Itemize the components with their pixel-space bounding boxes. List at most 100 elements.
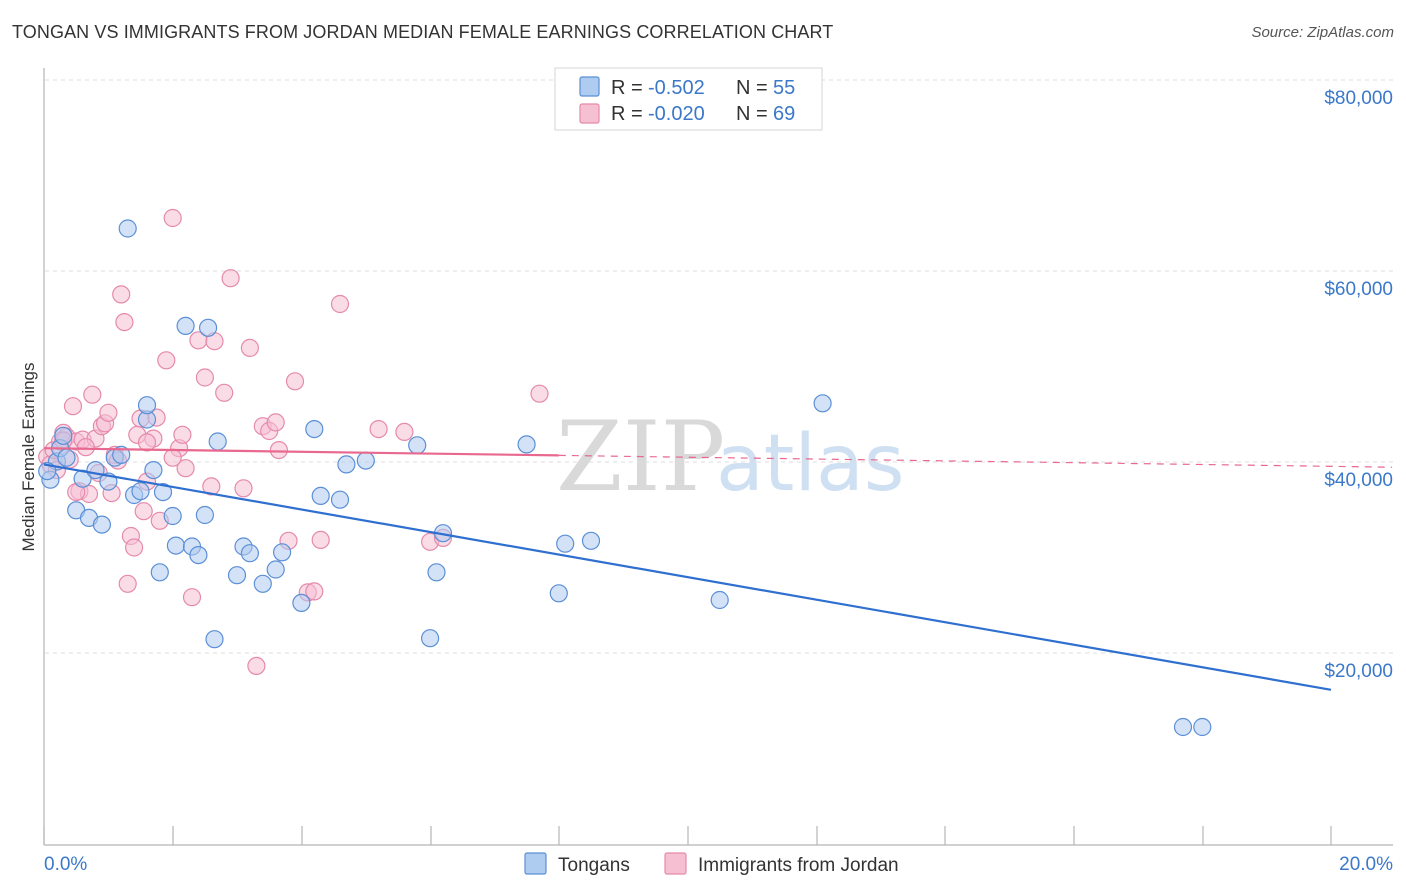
y-tick-label-20000: $20,000 bbox=[1324, 661, 1393, 682]
y-tick-label-80000: $80,000 bbox=[1324, 88, 1393, 109]
gridlines bbox=[45, 79, 1393, 654]
tongan-point bbox=[150, 563, 169, 582]
jordan-point bbox=[369, 420, 388, 439]
tongan-point bbox=[266, 560, 285, 579]
jordan-point bbox=[305, 582, 324, 601]
legend-n-label-jordan: N = bbox=[736, 103, 773, 125]
jordan-point bbox=[76, 438, 95, 457]
tongan-point bbox=[38, 462, 57, 481]
tongan-point bbox=[1173, 717, 1193, 737]
tongan-point bbox=[227, 566, 247, 585]
jordan-point bbox=[215, 383, 234, 402]
tongan-point bbox=[305, 420, 324, 439]
jordan-point bbox=[99, 403, 118, 422]
legend-n-value-tongans: 55 bbox=[773, 77, 795, 99]
jordan-point bbox=[125, 538, 144, 557]
jordan-point bbox=[202, 477, 221, 496]
y-axis-label: Median Female Earnings bbox=[19, 363, 38, 552]
legend-swatch-jordan bbox=[579, 103, 600, 124]
tongan-point bbox=[137, 396, 157, 415]
jordan-point bbox=[134, 502, 153, 521]
x-axis-ticks bbox=[43, 826, 1332, 845]
jordan-point bbox=[285, 372, 305, 391]
jordan-point bbox=[176, 459, 195, 478]
tongan-point bbox=[581, 531, 601, 550]
bottom-legend-swatch-jordan bbox=[664, 852, 687, 875]
tongan-point bbox=[556, 534, 575, 553]
tongan-point bbox=[813, 394, 832, 413]
tongan-point bbox=[549, 584, 568, 603]
jordan-point bbox=[395, 422, 414, 441]
jordan-point bbox=[234, 479, 253, 498]
jordan-trend-extension bbox=[558, 454, 1393, 468]
tongan-point bbox=[92, 515, 112, 534]
tongan-point bbox=[199, 318, 218, 337]
tongan-trend-line bbox=[43, 463, 1332, 691]
jordan-point bbox=[221, 269, 240, 288]
jordan-trend-line bbox=[43, 447, 559, 457]
legend-swatch-tongans bbox=[579, 76, 600, 97]
jordan-point bbox=[330, 294, 350, 314]
tongan-point bbox=[195, 505, 214, 525]
tongan-point bbox=[311, 486, 330, 505]
tongan-point bbox=[208, 432, 227, 451]
legend-r-label-tongans: R = bbox=[611, 77, 648, 99]
tongan-point bbox=[356, 451, 375, 470]
jordan-point bbox=[163, 448, 182, 467]
tongan-point bbox=[153, 483, 173, 502]
legend-r-value-tongans: -0.502 bbox=[648, 77, 705, 99]
legend-n-value-jordan: 69 bbox=[773, 103, 795, 125]
tongan-point bbox=[57, 448, 76, 467]
jordan-point bbox=[115, 313, 134, 332]
tongan-point bbox=[517, 435, 536, 454]
tongan-point bbox=[330, 490, 350, 509]
jordan-point bbox=[182, 588, 202, 607]
tongan-point bbox=[710, 590, 729, 610]
tongan-point bbox=[144, 461, 163, 480]
tongan-point bbox=[176, 316, 195, 335]
y-tick-label-60000: $60,000 bbox=[1324, 279, 1393, 300]
tongan-point bbox=[273, 543, 292, 562]
tongan-point bbox=[205, 630, 224, 649]
jordan-point bbox=[173, 425, 192, 444]
jordan-point bbox=[311, 530, 330, 550]
bottom-legend-label-tongans: Tongans bbox=[558, 855, 630, 876]
tongan-point bbox=[427, 563, 446, 582]
jordan-point bbox=[163, 208, 182, 228]
legend-n-label-tongans: N = bbox=[736, 77, 773, 99]
tongan-point bbox=[131, 482, 150, 501]
y-tick-label-40000: $40,000 bbox=[1324, 470, 1393, 491]
tongan-point bbox=[1193, 717, 1212, 737]
jordan-point bbox=[269, 441, 288, 460]
tongan-point bbox=[54, 426, 73, 445]
jordan-point bbox=[157, 351, 176, 370]
bottom-legend-label-jordan: Immigrants from Jordan bbox=[698, 855, 899, 876]
jordan-point bbox=[63, 397, 83, 416]
tongan-point bbox=[166, 536, 185, 555]
tongan-point bbox=[421, 629, 440, 648]
legend-r-value-jordan: -0.020 bbox=[648, 103, 705, 125]
x-tick-label-max: 20.0% bbox=[1339, 854, 1393, 875]
jordan-point bbox=[240, 338, 259, 357]
tongan-point bbox=[240, 544, 259, 563]
bottom-legend: Tongans Immigrants from Jordan bbox=[524, 852, 899, 876]
source-label: Source: ZipAtlas.com bbox=[1251, 24, 1394, 41]
jordan-point bbox=[118, 574, 137, 593]
legend-r-label-jordan: R = bbox=[611, 103, 648, 125]
bottom-legend-swatch-tongans bbox=[524, 852, 547, 875]
jordan-point bbox=[83, 385, 102, 404]
trend-lines bbox=[43, 447, 1393, 691]
tongan-point bbox=[408, 436, 427, 455]
top-legend: R = -0.502 N = 55 R = -0.020 N = 69 bbox=[554, 67, 823, 131]
watermark-atlas: atlas bbox=[716, 419, 905, 509]
jordan-point bbox=[112, 285, 131, 304]
tongan-point bbox=[292, 593, 311, 613]
tongan-point bbox=[118, 219, 137, 238]
tongan-point bbox=[112, 445, 131, 464]
x-tick-label-min: 0.0% bbox=[44, 854, 87, 875]
jordan-point bbox=[530, 384, 549, 403]
jordan-point bbox=[137, 433, 157, 452]
jordan-points bbox=[38, 208, 549, 676]
tongan-point bbox=[189, 545, 208, 565]
